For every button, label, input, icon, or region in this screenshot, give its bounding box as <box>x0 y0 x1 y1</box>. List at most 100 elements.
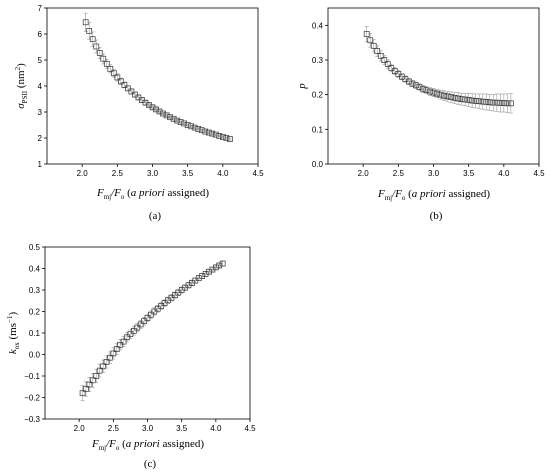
x-tick-label: 4.5 <box>244 424 256 433</box>
error-bar <box>217 262 222 269</box>
data-point <box>444 93 451 100</box>
data-point <box>370 42 377 49</box>
error-bar <box>138 320 143 329</box>
data-point <box>148 311 154 318</box>
x-tick-label: 3.0 <box>147 169 159 178</box>
error-bar <box>114 343 119 355</box>
error-bar <box>435 89 440 99</box>
data-point <box>458 96 465 103</box>
error-bar <box>104 355 109 369</box>
error-bar <box>166 296 170 304</box>
data-point <box>160 110 166 117</box>
error-bar <box>108 64 113 74</box>
y-tick-label: 0.3 <box>312 56 324 65</box>
error-bar <box>107 351 112 364</box>
x-tick-label: 2.5 <box>393 169 405 178</box>
data-point <box>416 84 423 90</box>
panel-b-y-axis-label: p <box>296 83 308 90</box>
data-point <box>434 90 440 97</box>
data-point <box>149 104 156 111</box>
data-point <box>476 98 483 105</box>
data-point <box>448 94 454 100</box>
error-bar <box>129 88 134 95</box>
y-tick-label: 0.1 <box>312 125 324 134</box>
error-bar <box>125 85 130 92</box>
y-tick-label: 6 <box>38 30 43 39</box>
error-bar <box>90 373 95 388</box>
data-point <box>212 264 219 271</box>
error-bar <box>449 91 454 103</box>
panel-a-label: (a) <box>149 210 162 222</box>
data-point <box>128 88 135 95</box>
error-bar <box>498 93 503 113</box>
data-point <box>89 377 96 384</box>
data-point <box>137 321 144 328</box>
error-bar <box>157 109 162 114</box>
data-point <box>89 36 96 43</box>
error-bar <box>220 135 225 139</box>
error-bar <box>438 89 443 100</box>
error-bar <box>125 332 129 343</box>
error-bar <box>508 93 513 114</box>
error-bar <box>87 377 92 392</box>
panel-b-data-marks <box>363 26 514 114</box>
error-bar <box>104 58 109 69</box>
data-point <box>163 112 170 119</box>
data-point <box>107 354 113 361</box>
error-bar <box>192 126 197 129</box>
error-bar <box>132 91 137 98</box>
error-bar <box>84 381 88 397</box>
error-bar <box>477 93 482 109</box>
data-point <box>121 82 128 88</box>
x-tick-label: 3.5 <box>182 169 194 178</box>
data-point <box>144 315 151 321</box>
error-bar <box>473 93 478 109</box>
x-tick-label: 3.0 <box>428 169 440 178</box>
x-tick-label: 3.0 <box>142 424 154 433</box>
data-point <box>117 78 124 85</box>
error-bar <box>196 127 201 131</box>
y-tick-label: −0.3 <box>24 415 40 424</box>
data-point <box>195 275 202 282</box>
data-point <box>86 381 93 388</box>
data-point <box>110 70 117 77</box>
error-bar <box>445 91 450 102</box>
data-point <box>374 48 381 54</box>
data-point <box>86 28 93 34</box>
y-tick-label: 2 <box>38 134 43 143</box>
data-point <box>493 99 500 106</box>
error-bar <box>172 291 177 299</box>
data-point <box>483 99 490 105</box>
panel-c: 2.0 2.5 3.0 3.5 4.0 4.5 −0.3 −0.2 −0.1 0.0 0.1 0.2… <box>6 243 256 470</box>
panel-c-x-axis-label: Fmj/Fo (a priori assigned) <box>91 438 204 452</box>
data-point <box>455 95 461 102</box>
data-point <box>132 91 138 98</box>
y-tick-label: 0.2 <box>29 308 41 317</box>
panel-a-data-marks <box>82 12 233 142</box>
y-tick-label: 0.4 <box>312 21 324 30</box>
data-point <box>465 97 472 103</box>
panel-a-y-axis-label: σPSII (nm2) <box>14 63 29 109</box>
panel-b-label: (b) <box>430 210 443 222</box>
data-point <box>141 318 147 325</box>
panel-b-y-ticks: 0.0 0.1 0.2 0.3 0.4 <box>312 21 328 169</box>
error-bar <box>206 131 211 134</box>
x-tick-label: 4.0 <box>210 424 222 433</box>
error-bar <box>97 363 102 378</box>
data-point <box>113 346 120 352</box>
data-point <box>103 61 110 67</box>
panel-a: 2.0 2.5 3.0 3.5 4.0 4.5 1 2 3 4 5 6 7 σPSII (nm2) F… <box>14 4 264 222</box>
data-point <box>406 78 412 85</box>
y-tick-label: 4 <box>38 82 43 91</box>
error-bar <box>480 93 485 110</box>
panel-c-plot-frame <box>44 246 251 420</box>
error-bar <box>210 132 215 135</box>
data-point <box>134 324 141 331</box>
panel-c-label: (c) <box>144 458 157 470</box>
data-point <box>96 50 103 56</box>
error-bar <box>122 81 127 89</box>
error-bar <box>101 53 106 65</box>
error-bar <box>203 270 208 277</box>
data-point <box>479 98 486 105</box>
